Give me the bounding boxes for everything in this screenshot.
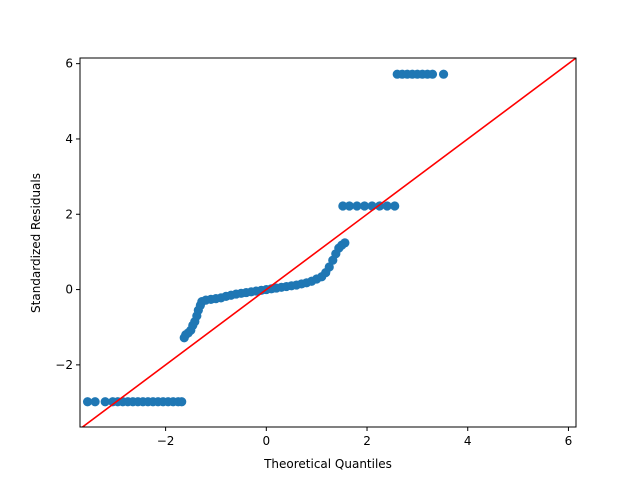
x-tick-label: −2: [157, 434, 175, 448]
y-tick-label: 4: [65, 132, 73, 146]
x-tick-label: 4: [464, 434, 472, 448]
x-tick-label: 2: [363, 434, 371, 448]
reference-line-group: [81, 58, 576, 427]
data-point: [338, 201, 348, 211]
data-point: [344, 201, 355, 211]
data-point: [438, 69, 449, 79]
data-point: [82, 397, 93, 407]
data-point: [352, 201, 362, 211]
x-tick-label: 6: [565, 434, 573, 448]
x-axis-title: Theoretical Quantiles: [263, 457, 392, 471]
data-point: [382, 201, 392, 211]
data-point: [90, 397, 100, 407]
data-point: [100, 397, 110, 407]
y-axis-title: Standardized Residuals: [29, 173, 43, 313]
axes-border: [79, 57, 577, 428]
x-tick-label: 0: [262, 434, 270, 448]
y-tick-label: 2: [65, 207, 73, 221]
data-points: [82, 69, 449, 407]
data-point: [427, 69, 438, 79]
data-point: [359, 201, 370, 211]
y-tick-label: 0: [65, 283, 73, 297]
data-point: [390, 201, 400, 211]
axis-ticks: −2 0 2 4 6 −2 0 2 4 6: [55, 57, 572, 448]
data-point: [177, 397, 187, 407]
reference-line: [81, 58, 576, 427]
axes-frame: [79, 57, 577, 428]
y-tick-label: 6: [65, 57, 73, 71]
data-point: [340, 238, 350, 248]
y-tick-label: −2: [55, 358, 73, 372]
data-point: [324, 262, 334, 272]
